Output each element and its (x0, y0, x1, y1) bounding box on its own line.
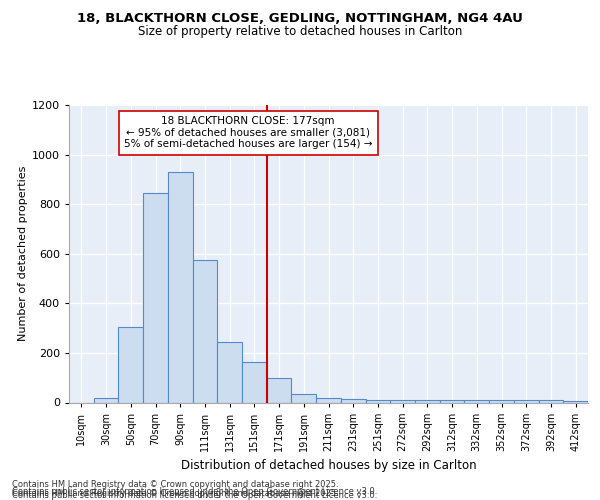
Bar (539, 400, 563, 402)
Bar (292, 394, 316, 402)
Bar (464, 400, 489, 402)
Bar (341, 399, 365, 402)
Text: Contains public sector information licensed under the Open Government Licence v3: Contains public sector information licen… (12, 487, 377, 496)
Bar (242, 362, 267, 403)
Bar (143, 193, 168, 402)
Text: Size of property relative to detached houses in Carlton: Size of property relative to detached ho… (138, 25, 462, 38)
Bar (94, 398, 118, 402)
Bar (489, 400, 514, 402)
Bar (316, 398, 341, 402)
Bar (440, 400, 464, 402)
Text: Contains HM Land Registry data © Crown copyright and database right 2025.: Contains HM Land Registry data © Crown c… (12, 480, 338, 489)
Bar (168, 172, 193, 402)
Bar (267, 378, 292, 402)
X-axis label: Distribution of detached houses by size in Carlton: Distribution of detached houses by size … (181, 460, 476, 472)
Text: 18 BLACKTHORN CLOSE: 177sqm
← 95% of detached houses are smaller (3,081)
5% of s: 18 BLACKTHORN CLOSE: 177sqm ← 95% of det… (124, 116, 373, 150)
Bar (390, 400, 415, 402)
Bar (365, 400, 390, 402)
Text: 18, BLACKTHORN CLOSE, GEDLING, NOTTINGHAM, NG4 4AU: 18, BLACKTHORN CLOSE, GEDLING, NOTTINGHA… (77, 12, 523, 26)
Y-axis label: Number of detached properties: Number of detached properties (17, 166, 28, 342)
Bar (415, 400, 440, 402)
Text: Contains HM Land Registry data © Crown copyright and database right 2025.: Contains HM Land Registry data © Crown c… (12, 488, 338, 498)
Bar (514, 400, 539, 402)
Text: Contains public sector information licensed under the Open Government Licence v3: Contains public sector information licen… (12, 491, 377, 500)
Bar (193, 260, 217, 402)
Bar (217, 342, 242, 402)
Bar (118, 327, 143, 402)
